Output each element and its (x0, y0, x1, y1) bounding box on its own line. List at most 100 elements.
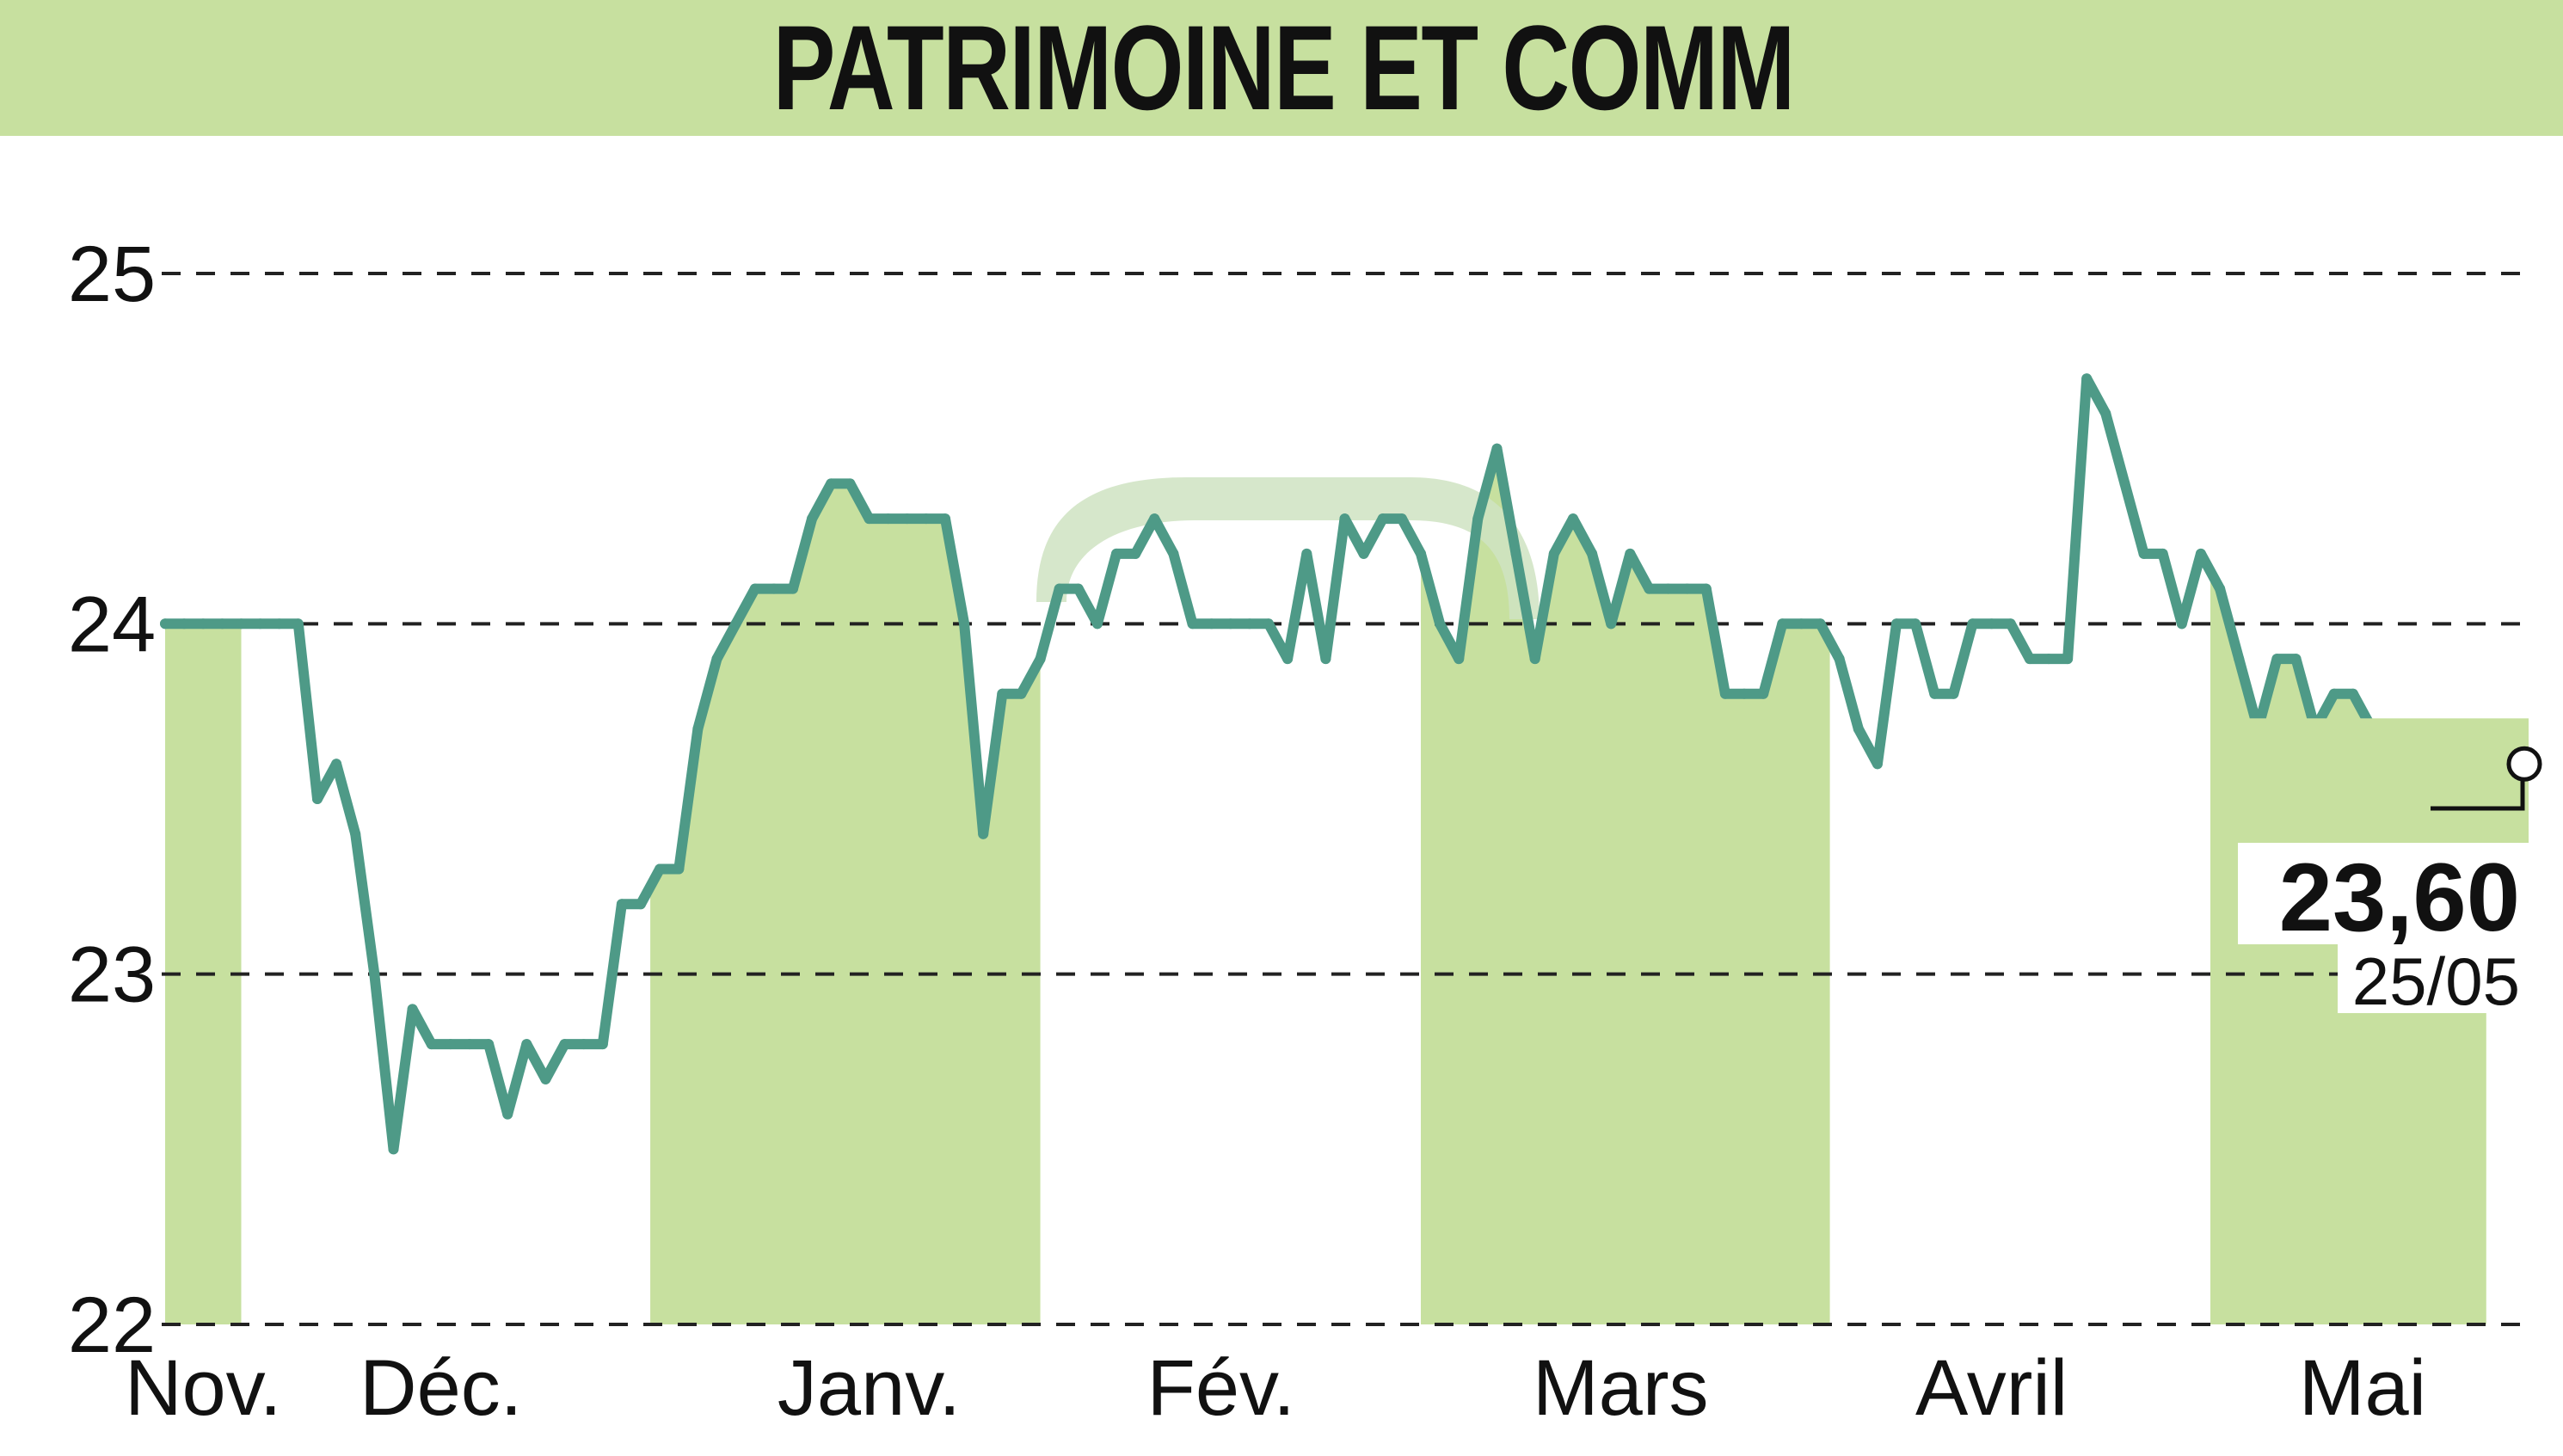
data-point (1834, 654, 1845, 665)
data-point (1225, 618, 1236, 630)
data-point (978, 828, 989, 839)
data-point (1606, 618, 1617, 630)
data-point (1739, 688, 1749, 699)
data-point (1910, 618, 1921, 630)
month-label: Janv. (778, 1344, 961, 1432)
data-point (2062, 654, 2074, 665)
data-point (464, 1039, 475, 1050)
gridlines (162, 272, 2529, 1326)
data-point (826, 478, 837, 489)
data-point (1091, 618, 1103, 630)
last-date-background (2338, 944, 2529, 1013)
data-point (1206, 618, 1217, 630)
title-bar (0, 0, 2563, 136)
data-point (1187, 618, 1198, 630)
y-tick-label: 23 (68, 931, 156, 1019)
data-point (445, 1039, 456, 1050)
data-point (1510, 548, 1521, 559)
data-point (217, 618, 228, 630)
data-point (1853, 723, 1864, 734)
data-point (692, 723, 704, 734)
data-point (1339, 513, 1350, 525)
data-point (864, 513, 875, 525)
data-point (2176, 618, 2187, 630)
watermark-shape (1036, 477, 1540, 619)
data-point (2100, 408, 2111, 419)
data-point (1777, 618, 1788, 630)
data-point (236, 618, 247, 630)
data-point (597, 1039, 608, 1050)
data-point (1587, 548, 1598, 559)
data-point (2024, 654, 2035, 665)
data-point (1416, 548, 1426, 559)
data-point (540, 1073, 551, 1084)
data-point (255, 618, 266, 630)
last-point-bracket (2431, 781, 2525, 811)
data-point (578, 1039, 589, 1050)
data-point (1073, 583, 1084, 594)
data-point (1568, 513, 1578, 525)
data-point (388, 1144, 399, 1155)
data-point (2005, 618, 2016, 630)
data-point (845, 478, 856, 489)
data-point (274, 618, 285, 630)
data-point (1796, 618, 1807, 630)
month-band (650, 483, 1041, 1324)
data-point (1815, 618, 1826, 630)
data-point (1130, 548, 1141, 559)
data-point (807, 513, 818, 525)
data-point (331, 759, 342, 770)
data-point (768, 583, 779, 594)
month-label: Avril (1915, 1344, 2068, 1432)
data-point (1986, 618, 1997, 630)
data-point (1244, 618, 1255, 630)
data-point (1035, 654, 1046, 665)
data-point (2195, 548, 2206, 559)
data-point (1320, 654, 1331, 665)
data-point (1149, 513, 1160, 525)
data-point (198, 618, 209, 630)
last-value-box: 23,60 25/05 (2238, 718, 2542, 1019)
data-point (2138, 548, 2149, 559)
data-point (711, 654, 722, 665)
data-point (616, 899, 627, 910)
data-point (1377, 513, 1388, 525)
data-point (1872, 759, 1883, 770)
data-point (1700, 583, 1712, 594)
data-point (1491, 443, 1503, 454)
last-value-label: 23,60 (2279, 844, 2520, 951)
data-point (559, 1039, 570, 1050)
data-point (2347, 688, 2358, 699)
data-point (1111, 548, 1122, 559)
data-point (788, 583, 798, 594)
data-point (292, 618, 304, 630)
data-point (655, 863, 666, 875)
data-point (749, 583, 760, 594)
data-point (1891, 618, 1902, 630)
data-point (1948, 688, 1959, 699)
data-point (483, 1039, 495, 1050)
x-axis-month-labels: Nov. Déc. Janv. Fév. Mars Avril Mai (125, 1344, 2426, 1432)
data-point (2271, 654, 2283, 665)
chart-title: PATRIMOINE ET COMM (772, 0, 1796, 135)
data-point (1016, 688, 1027, 699)
last-value-band-top (2238, 718, 2529, 843)
data-point (673, 863, 685, 875)
month-label: Mai (2299, 1344, 2426, 1432)
data-point (1054, 583, 1065, 594)
data-point (1663, 583, 1674, 594)
data-point (882, 513, 894, 525)
data-point (2290, 654, 2302, 665)
month-label: Mars (1533, 1344, 1708, 1432)
watermark-logo (1036, 477, 1540, 619)
data-point (636, 899, 646, 910)
data-point (1454, 654, 1465, 665)
data-point (2081, 373, 2093, 384)
month-label: Nov. (125, 1344, 281, 1432)
last-date-label: 25/05 (2352, 943, 2520, 1019)
data-point (2215, 583, 2226, 594)
data-point (407, 1004, 418, 1015)
data-point (1168, 548, 1179, 559)
y-tick-label: 22 (68, 1281, 156, 1369)
